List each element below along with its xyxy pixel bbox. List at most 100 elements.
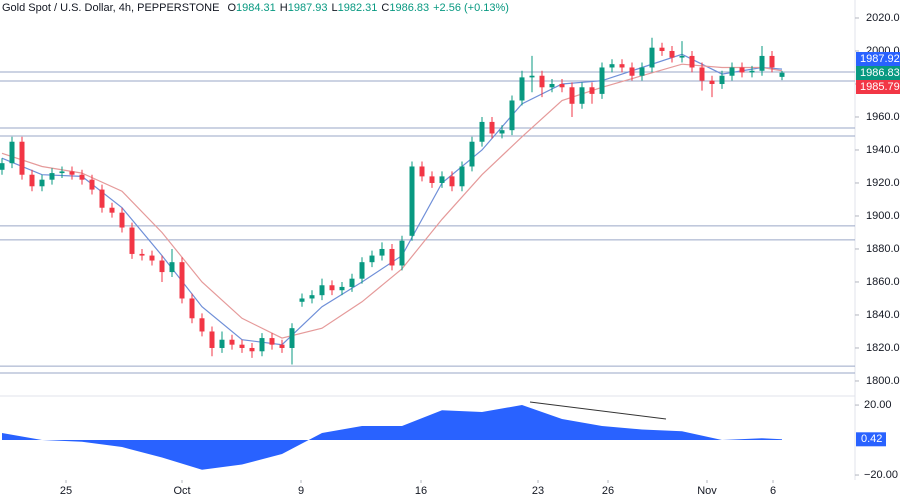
x-tick-label: 26 (602, 485, 614, 497)
candle-body (709, 80, 715, 84)
x-tick-label: 23 (532, 485, 544, 497)
y-tick-label: 2020.00 (866, 12, 900, 24)
candle-body (659, 47, 665, 51)
trend-line (529, 401, 667, 420)
price-label: 1985.79 (860, 81, 900, 93)
symbol-title: Gold Spot / U.S. Dollar, 4h, PEPPERSTONE (2, 2, 219, 14)
x-tick-label: Oct (173, 485, 190, 497)
candle-body (229, 339, 235, 345)
x-tick-label: Nov (697, 485, 717, 497)
candle-body (479, 121, 485, 142)
candle-body (419, 166, 425, 177)
candle-body (259, 338, 265, 352)
y-tick-label: 1860.00 (866, 276, 900, 288)
y-tick-label: 1820.00 (866, 342, 900, 354)
candle-body (99, 189, 105, 208)
candle-body (89, 179, 95, 190)
ohlc-letter: H (280, 2, 288, 14)
candle-body (359, 262, 365, 279)
y-tick-label: 1940.00 (866, 144, 900, 156)
candle-body (29, 174, 35, 187)
candle-body (719, 75, 725, 84)
y-tick-label: 1900.00 (866, 210, 900, 222)
ohlc-value: 1984.31 (236, 2, 276, 14)
candle-body (499, 130, 505, 134)
candle-body (299, 298, 305, 302)
candle-body (679, 55, 685, 58)
candle-body (699, 67, 705, 81)
value-label: 0.42 (861, 433, 882, 445)
candle-body (779, 72, 785, 77)
candle-body (379, 248, 385, 256)
candle-body (589, 87, 595, 94)
candle-body (309, 295, 315, 299)
candle-body (769, 55, 775, 68)
candle-body (649, 47, 655, 68)
change: +2.56 (+0.13%) (433, 2, 509, 14)
candle-body (269, 338, 275, 345)
candle-body (69, 171, 75, 175)
price-label-box (856, 80, 900, 94)
candle-body (19, 141, 25, 175)
candle-body (349, 278, 355, 287)
candle-body (409, 166, 415, 236)
candle-body (539, 75, 545, 88)
candle-body (129, 227, 135, 254)
candle-body (49, 173, 55, 180)
y-tick-label: 1920.00 (866, 177, 900, 189)
candle-body (369, 255, 375, 263)
x-tick-label: 6 (770, 485, 776, 497)
candle-body (669, 50, 675, 58)
legend-header: Gold Spot / U.S. Dollar, 4h, PEPPERSTONE… (2, 2, 509, 14)
candle-body (149, 255, 155, 261)
candle-body (529, 75, 535, 78)
ohlc-letter: L (332, 2, 338, 14)
candle-body (569, 87, 575, 104)
candle-body (469, 141, 475, 167)
price-label: 1987.92 (860, 53, 900, 65)
candle-body (139, 253, 145, 256)
candle-body (629, 67, 635, 76)
candle-body (209, 331, 215, 348)
candle-body (429, 176, 435, 183)
candle-body (169, 262, 175, 273)
ohlc-letter: O (227, 2, 236, 14)
ohlc-value: 1987.93 (288, 2, 328, 14)
price-label: 1986.83 (860, 67, 900, 79)
y-tick-label: 20.00 (864, 399, 892, 411)
candle-body (619, 64, 625, 68)
price-label-box (856, 66, 900, 80)
candle-body (729, 67, 735, 76)
candle-body (219, 339, 225, 348)
candle-body (109, 207, 115, 213)
candle-body (319, 285, 325, 296)
candle-body (0, 163, 5, 170)
y-tick-label: 1800.00 (866, 375, 900, 387)
candle-body (159, 260, 165, 273)
candle-body (639, 67, 645, 76)
candle-body (749, 70, 755, 73)
x-tick-label: 25 (60, 485, 72, 497)
candle-body (179, 262, 185, 299)
candle-body (249, 347, 255, 352)
candle-body (519, 77, 525, 101)
candle-body (59, 171, 65, 174)
candle-body (549, 83, 555, 88)
candle-body (329, 285, 335, 291)
x-tick-label: 9 (298, 485, 304, 497)
candle-body (459, 166, 465, 187)
candle-body (759, 55, 765, 71)
candle-body (279, 344, 285, 348)
candle-body (39, 179, 45, 187)
x-tick-label: 16 (415, 485, 427, 497)
candle-body (189, 298, 195, 319)
candle-body (579, 87, 585, 104)
candle-body (9, 141, 15, 164)
candle-body (199, 318, 205, 332)
y-tick-label: 1880.00 (866, 243, 900, 255)
candle-body (339, 286, 345, 291)
candle-body (439, 176, 445, 183)
candle-body (509, 100, 515, 131)
candle-body (119, 212, 125, 228)
